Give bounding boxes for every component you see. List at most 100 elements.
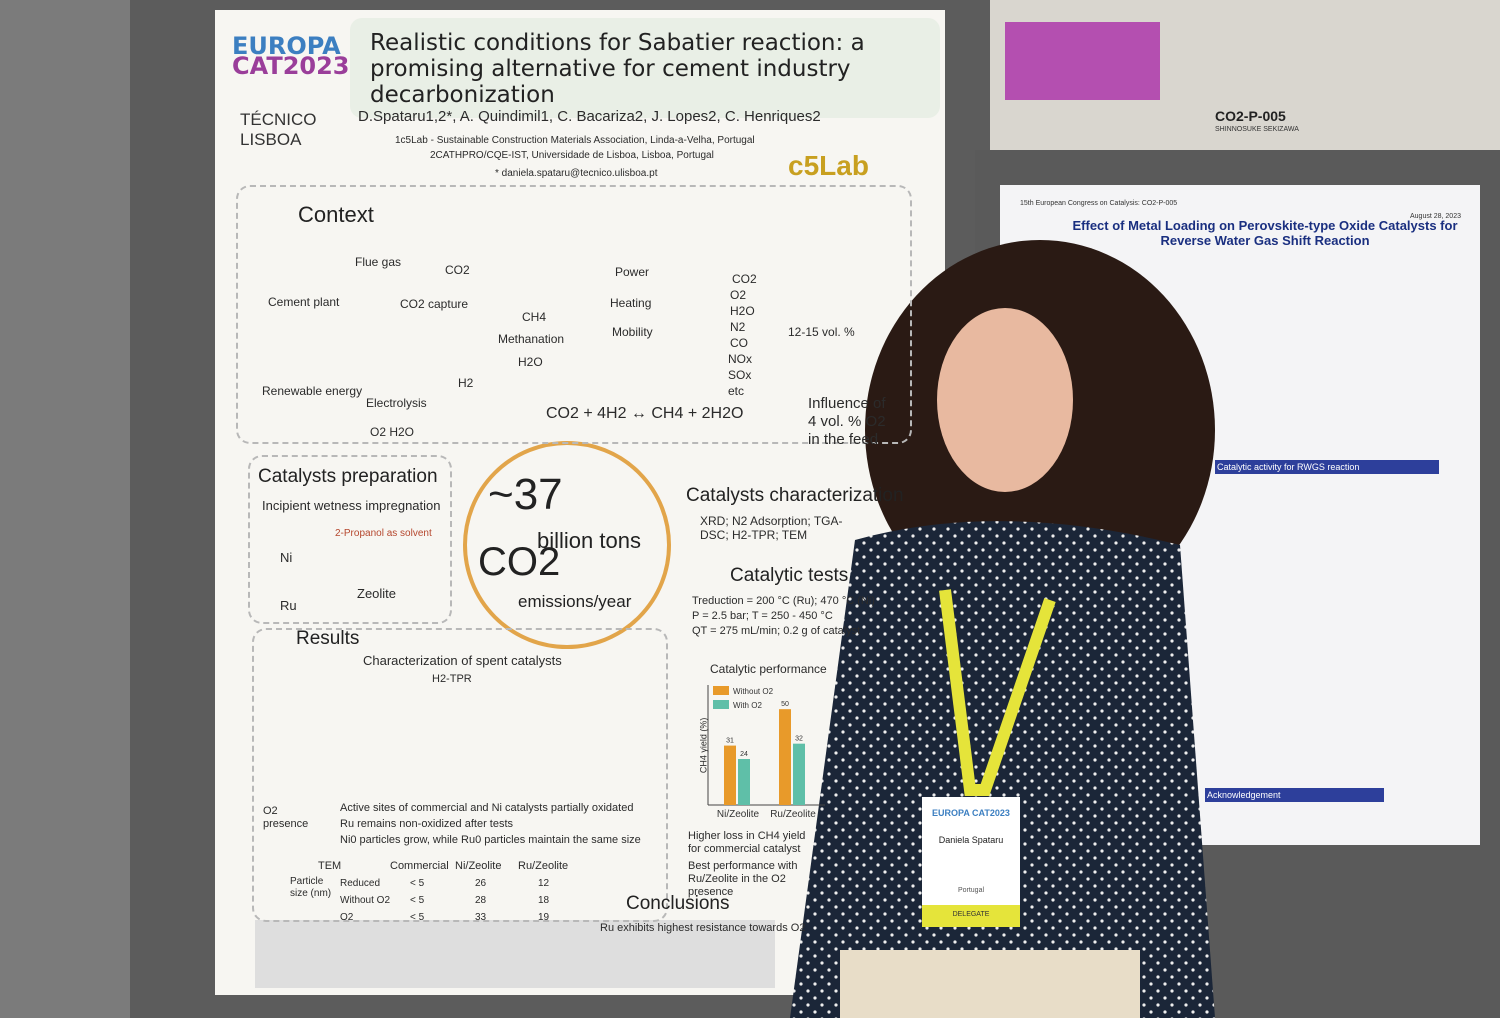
table-cell: 19: [538, 912, 550, 923]
wall: [0, 0, 130, 1018]
authors: D.Spataru1,2*, A. Quindimil1, C. Bacariz…: [358, 108, 821, 125]
legend-label: With O2: [733, 701, 762, 710]
value-label: 31: [726, 738, 734, 745]
chart-note: Higher loss in CH4 yield for commercial …: [688, 830, 806, 856]
result-bullet: Active sites of commercial and Ni cataly…: [340, 802, 634, 814]
legend-label: Without O2: [733, 687, 774, 696]
section-heading: Catalysts preparation: [258, 466, 438, 487]
table-cell: 28: [475, 895, 487, 906]
context-label: N2: [730, 320, 746, 334]
context-label: Influence of 4 vol. % O2 in the feed: [808, 395, 886, 448]
table-cell: < 5: [410, 912, 425, 923]
section-heading: Context: [298, 202, 374, 227]
lab-logo: c5Lab: [788, 150, 869, 181]
badge-country: Portugal: [957, 887, 985, 894]
test-condition: P = 2.5 bar; T = 250 - 450 °C: [692, 610, 833, 622]
table-header: Commercial: [390, 860, 449, 872]
context-label: CO2: [732, 272, 757, 286]
legend-swatch: [713, 700, 729, 709]
prep-method: Incipient wetness impregnation: [262, 498, 441, 513]
right-section: Acknowledgement: [1205, 788, 1384, 802]
table-cell: < 5: [410, 895, 425, 906]
table-cell: Reduced: [340, 878, 381, 889]
context-label: O2 H2O: [370, 425, 415, 439]
context-label: O2: [730, 288, 747, 302]
stat-number: ~37: [488, 470, 563, 519]
lanyard: [939, 589, 1056, 796]
bar: [793, 743, 805, 805]
context-label: CH4: [522, 310, 547, 324]
results-sub: Characterization of spent catalysts: [363, 653, 562, 668]
badge-role: DELEGATE: [952, 911, 990, 918]
context-label: Renewable energy: [262, 384, 363, 398]
section-heading: Results: [296, 628, 360, 649]
institution: TÉCNICO LISBOA: [240, 110, 317, 150]
logo-bottom: CAT2023: [232, 52, 350, 80]
context-label: Mobility: [612, 325, 653, 339]
context-label: Electrolysis: [366, 396, 427, 410]
prep-item: Ru: [280, 598, 297, 613]
bar: [724, 745, 736, 805]
conclusion: Ru exhibits highest resistance towards O…: [600, 922, 806, 934]
context-label: Cement plant: [268, 295, 340, 309]
chart-title: Catalytic performance: [710, 662, 827, 676]
badge-name: Daniela Spataru: [938, 835, 1004, 845]
context-label: Methanation: [498, 332, 565, 346]
table-cell: O2: [340, 912, 354, 923]
badge-event: EUROPA CAT2023: [932, 808, 1010, 818]
context-label: CO2 capture: [400, 297, 469, 311]
bar: [738, 759, 750, 805]
affiliation: 1c5Lab - Sustainable Construction Materi…: [395, 135, 755, 146]
affiliation: 2CATHPRO/CQE-IST, Universidade de Lisboa…: [430, 150, 714, 161]
context-label: H2: [458, 376, 474, 390]
table-cell: 18: [538, 895, 550, 906]
badge-band: [922, 905, 1020, 927]
table-header: Ni/Zeolite: [455, 860, 502, 872]
bar-chart: Ni/Zeolite 31 24 Ru/Zeolite 50 32 Without O2 Wi…: [707, 685, 825, 820]
poster-code: CO2-P-005: [1215, 108, 1286, 124]
table-cell: 12: [538, 878, 550, 889]
bar: [779, 709, 791, 805]
context-label: Heating: [610, 296, 652, 310]
section-heading: Catalytic tests: [730, 565, 849, 586]
chart-ylabel: CH4 yield (%): [698, 717, 709, 774]
table-header: Ru/Zeolite: [518, 860, 569, 872]
result-bullet: Ni0 particles grow, while Ru0 particles …: [340, 834, 641, 846]
logo-top: EUROPA: [232, 32, 341, 60]
context-label: CO: [730, 336, 748, 350]
context-label: Power: [615, 265, 650, 279]
results-box: [252, 628, 668, 922]
chart-note: Best performance with Ru/Zeolite in the …: [688, 860, 798, 899]
stat-unit: billion tons: [537, 528, 641, 553]
section-heading: Conclusions: [626, 893, 730, 914]
right-section: Catalytic activity for RWGS reaction: [1215, 460, 1439, 474]
stat-gas: CO2: [478, 540, 561, 584]
conference: 15th European Congress on Catalysis: CO2…: [1020, 200, 1178, 207]
poster-title: Realistic conditions for Sabatier reacti…: [370, 30, 865, 108]
presenter: SHINNOSUKE SEKIZAWA: [1215, 126, 1299, 133]
results-tpr: H2-TPR: [432, 673, 472, 685]
result-bullet: Ru remains non-oxidized after tests: [340, 818, 514, 830]
value-label: 50: [781, 701, 789, 708]
char-methods: XRD; N2 Adsorption; TGA-DSC; H2-TPR; TEM: [700, 514, 843, 543]
equation: CO2 + 4H2 ↔ CH4 + 2H2O: [546, 405, 744, 422]
context-label: CO2: [445, 263, 470, 277]
context-label: etc: [728, 384, 745, 398]
context-box: [236, 185, 912, 444]
shirt: [790, 521, 1215, 1018]
context-label: H2O: [518, 355, 543, 369]
email: * daniela.spataru@tecnico.ulisboa.pt: [495, 168, 658, 179]
trousers: [840, 950, 1140, 1018]
context-label: H2O: [730, 304, 755, 318]
prep-solvent: 2-Propanol as solvent: [335, 528, 432, 539]
test-condition: Treduction = 200 °C (Ru); 470 °C (Ni): [692, 595, 875, 607]
legend-swatch: [713, 686, 729, 695]
context-label: Flue gas: [355, 255, 402, 269]
face: [937, 308, 1073, 492]
section-heading: Catalysts characterization: [686, 485, 904, 506]
prep-box: [248, 455, 452, 624]
table-cell: 33: [475, 912, 487, 923]
